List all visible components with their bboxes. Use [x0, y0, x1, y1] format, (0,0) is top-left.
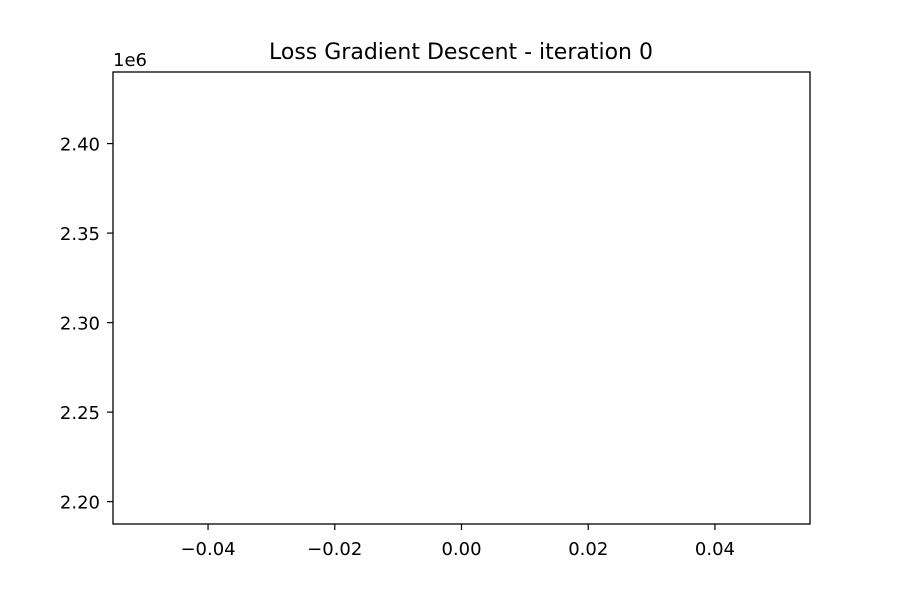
y-tick-label: 2.20: [60, 493, 100, 514]
axis-ticks: −0.04 −0.02 0.00 0.02 0.04 2.20 2.25 2.30 2.35 2.…: [60, 135, 735, 560]
x-tick-label: 0.02: [568, 539, 608, 560]
x-tick-label: −0.02: [307, 539, 362, 560]
y-tick-label: 2.35: [60, 224, 100, 245]
y-tick-label: 2.40: [60, 135, 100, 156]
y-axis-offset-label: 1e6: [113, 50, 147, 71]
x-tick-label: 0.04: [695, 539, 735, 560]
y-tick-label: 2.30: [60, 314, 100, 335]
chart-title: Loss Gradient Descent - iteration 0: [269, 40, 653, 65]
y-tick-label: 2.25: [60, 403, 100, 424]
x-tick-label: 0.00: [441, 539, 481, 560]
x-tick-label: −0.04: [180, 539, 235, 560]
plot-area-frame: [112, 71, 811, 525]
